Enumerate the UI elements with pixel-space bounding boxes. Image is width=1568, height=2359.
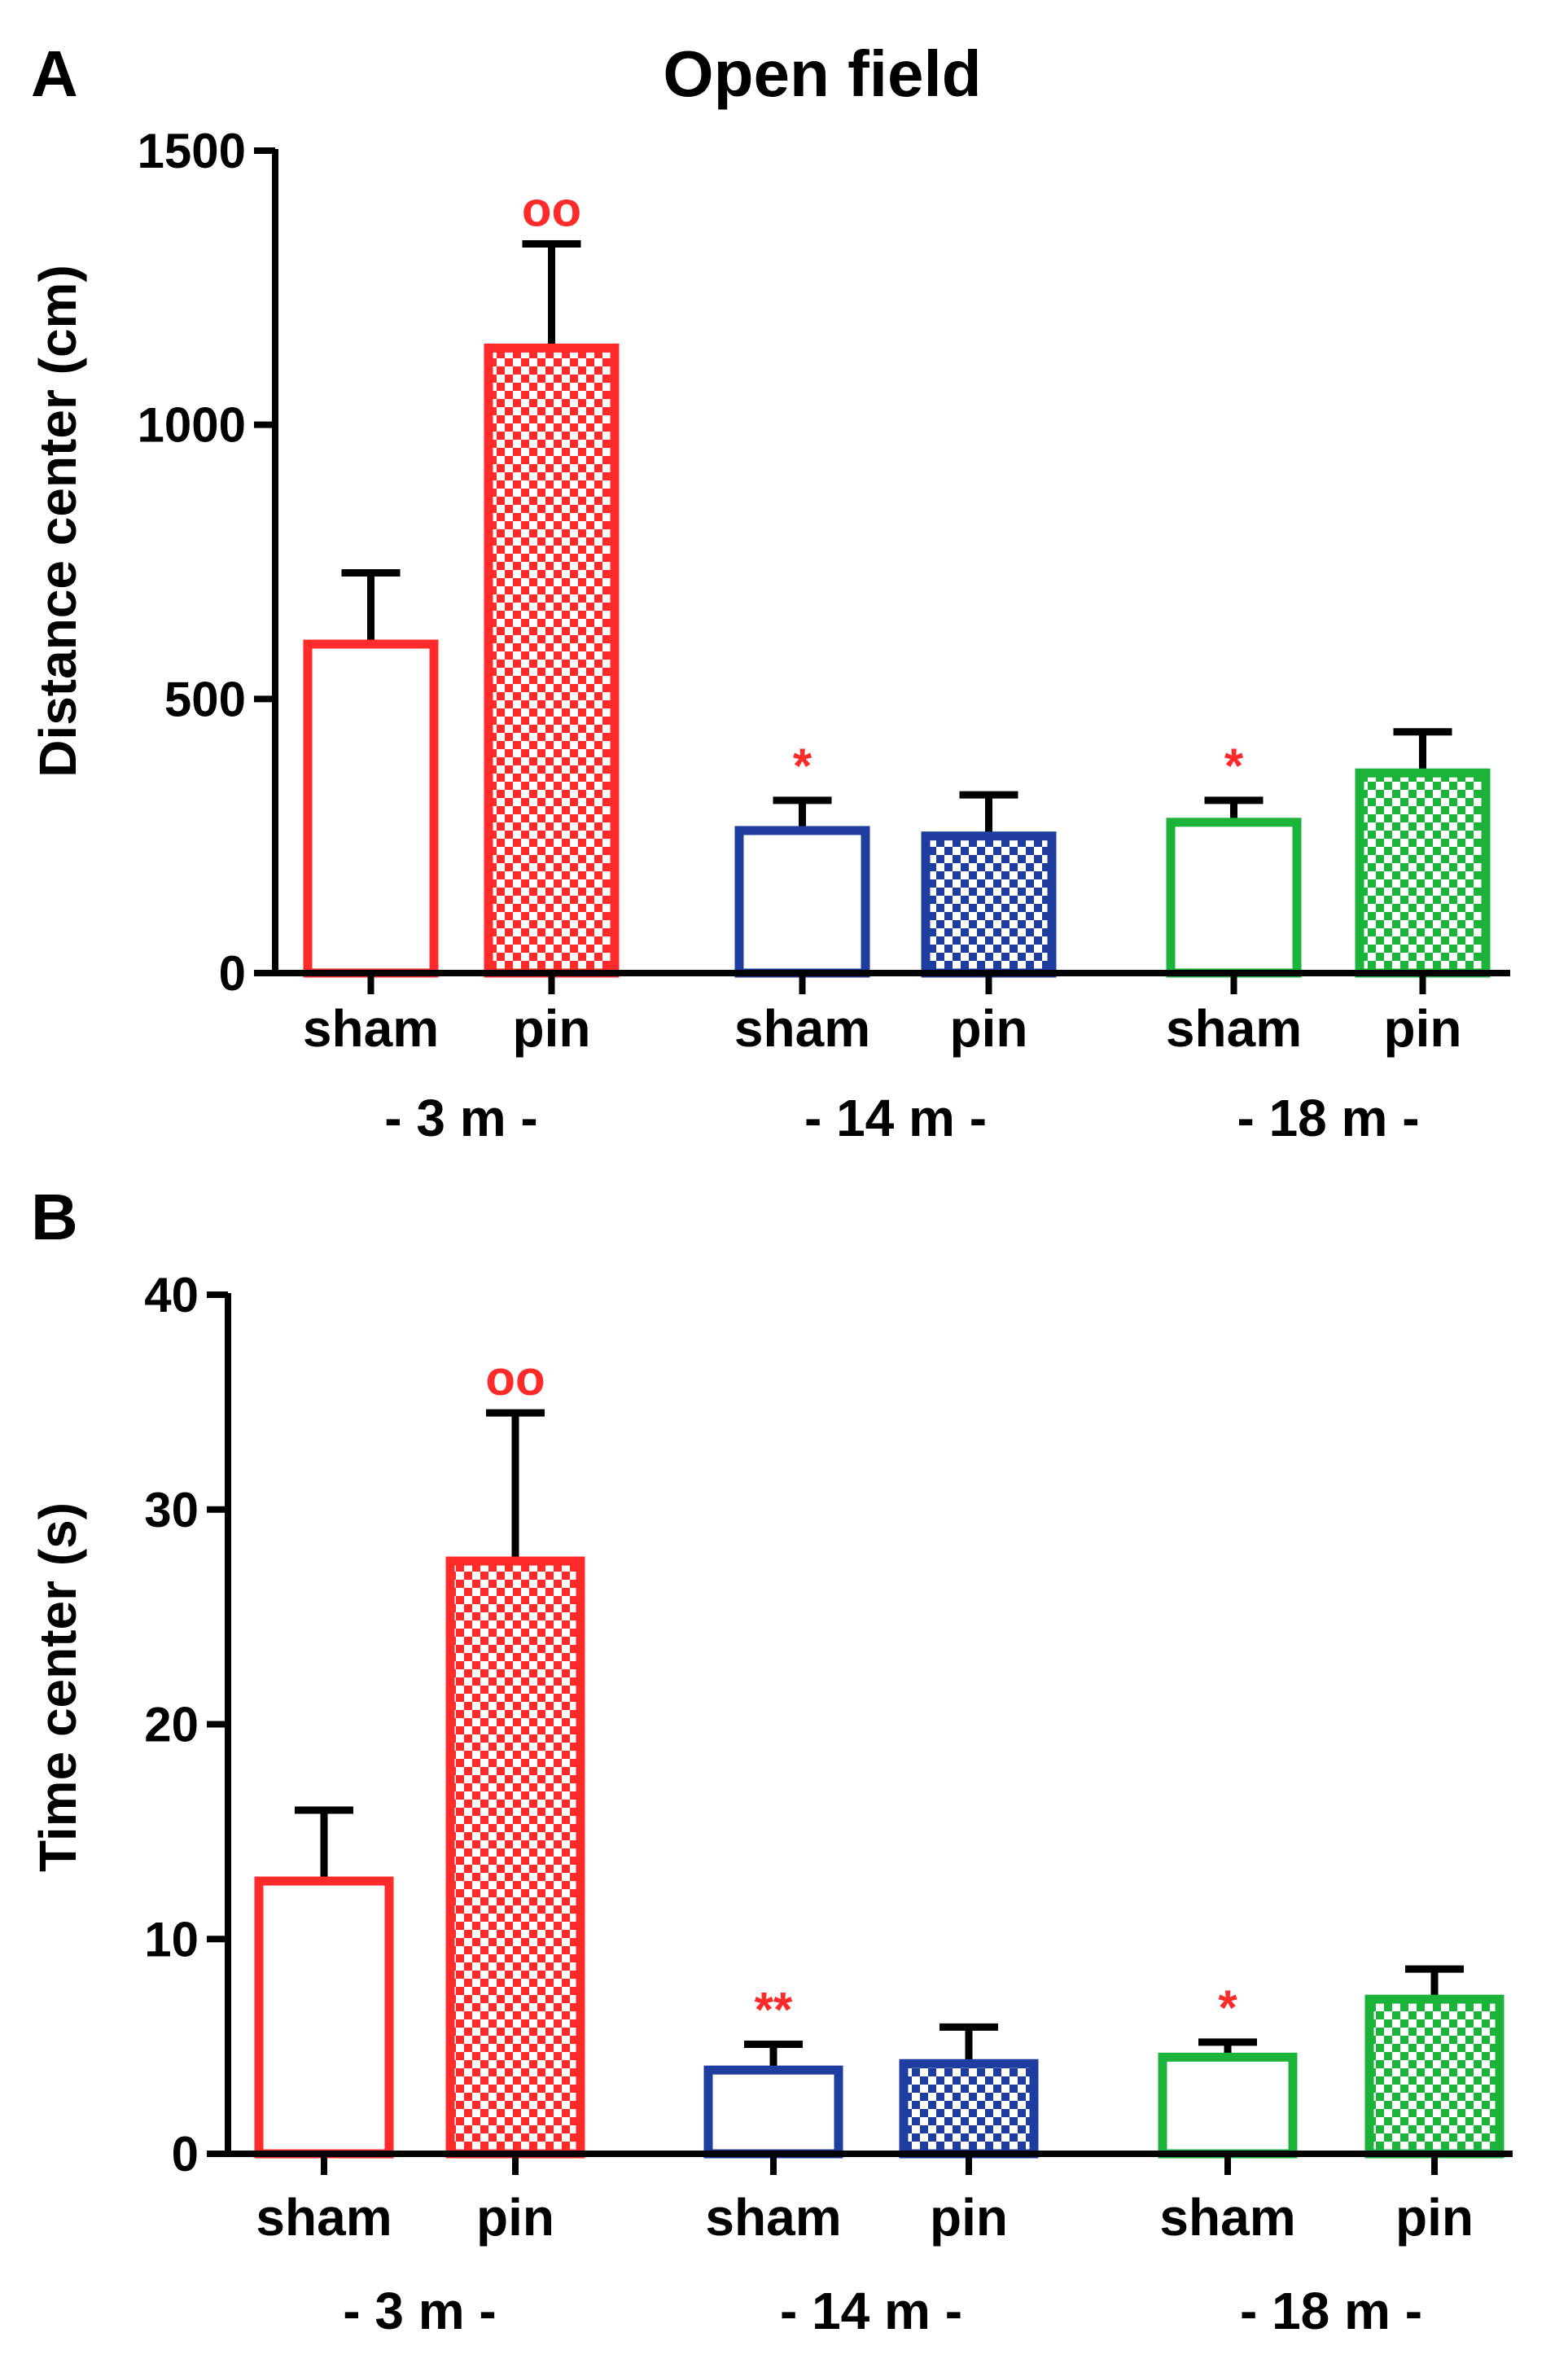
bar-pin [921,831,1057,978]
y-tick-label: 10 [144,1912,199,1967]
bar-pin [484,343,620,978]
bar-pin [1364,1994,1504,2159]
x-category-label: sham [256,2188,392,2247]
group-label: - 18 m - [1240,2282,1422,2340]
x-category-label: sham [734,999,870,1058]
group-label: - 14 m - [804,1089,987,1147]
x-category-label: pin [930,2188,1008,2247]
y-tick-label: 0 [172,2127,199,2181]
group-label: - 18 m - [1237,1089,1419,1147]
y-tick-label: 1000 [138,398,246,453]
y-axis-label: Time center (s) [28,1502,87,1872]
significance-annotation: * [1218,1980,1237,2035]
bar-sham [303,639,439,978]
bar-sham [734,826,870,978]
significance-annotation: * [1224,739,1244,793]
bar-pin [445,1556,585,2159]
group-label: - 3 m - [343,2282,496,2340]
x-category-label: pin [950,999,1028,1058]
bar-pin [899,2059,1039,2159]
bar-sham [1158,2052,1298,2159]
y-tick-label: 40 [144,1268,199,1322]
x-category-label: pin [1384,999,1462,1058]
significance-annotation: oo [522,182,581,236]
x-category-label: pin [476,2188,554,2247]
bar-sham [1166,818,1302,978]
x-category-label: pin [1395,2188,1474,2247]
significance-annotation: * [793,739,812,793]
bar-sham [703,2065,843,2159]
x-category-label: sham [705,2188,841,2247]
x-category-label: sham [1166,999,1302,1058]
x-category-label: sham [1159,2188,1295,2247]
bar-pin [1355,768,1491,978]
y-tick-label: 30 [144,1483,199,1537]
x-category-label: sham [303,999,439,1058]
y-tick-label: 500 [164,672,246,726]
panel-letter-a: A [31,37,78,110]
bar-sham [254,1876,394,2159]
chart-title: Open field [663,37,981,110]
x-category-label: pin [513,999,591,1058]
plot-area: oo * * 0 500 1000 1500 sham pin sham pin sham pin - 3… [138,124,1510,1147]
panel-a: A Open field Distance center (cm) oo * * 0 5… [28,37,1510,1147]
y-tick-label: 20 [144,1698,199,1752]
y-axis-label: Distance center (cm) [28,265,87,778]
group-label: - 14 m - [780,2282,962,2340]
significance-annotation: ** [755,1982,793,2037]
group-label: - 3 m - [384,1089,537,1147]
panel-letter-b: B [31,1181,78,1253]
significance-annotation: oo [485,1351,545,1405]
y-tick-label: 1500 [138,124,246,178]
y-tick-label: 0 [219,946,246,1001]
